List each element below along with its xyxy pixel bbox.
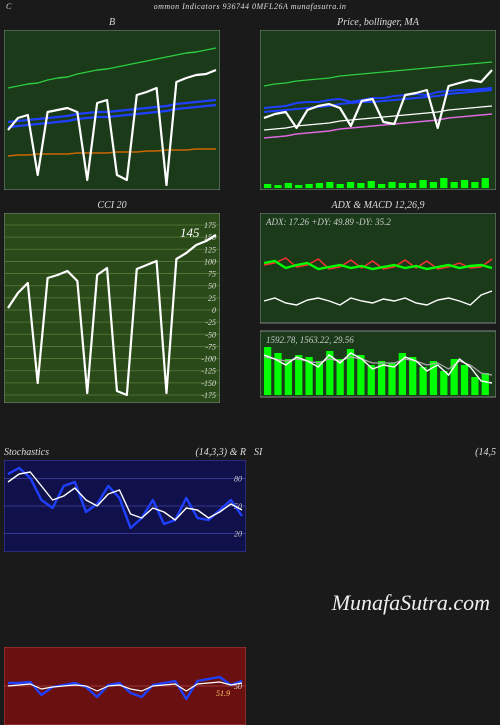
cci-chart: 1751501251007550250-25-50-75-100-125-150… bbox=[4, 213, 220, 403]
stoch-title-right: (14,3,3) & R bbox=[195, 447, 246, 458]
svg-text:-75: -75 bbox=[205, 342, 216, 351]
bollinger-chart bbox=[4, 30, 220, 190]
header-center: ommon Indicators 936744 0MFL26A munafasu… bbox=[154, 2, 347, 11]
svg-text:125: 125 bbox=[204, 245, 216, 254]
rsi-chart: 5051.9 bbox=[4, 647, 246, 725]
svg-text:-100: -100 bbox=[201, 355, 216, 364]
header-left: C bbox=[6, 2, 12, 11]
adx-macd-chart: ADX: 17.26 +DY: 49.89 -DY: 35.21592.78, … bbox=[260, 213, 496, 403]
watermark: MunafaSutra.com bbox=[332, 590, 490, 616]
svg-text:-150: -150 bbox=[201, 379, 216, 388]
rsi-title-left: SI bbox=[254, 447, 262, 458]
svg-text:0: 0 bbox=[212, 306, 216, 315]
svg-text:-25: -25 bbox=[205, 318, 216, 327]
svg-text:51.9: 51.9 bbox=[216, 689, 230, 698]
stoch-chart: 805020 bbox=[4, 460, 246, 552]
stoch-title-left: Stochastics bbox=[4, 447, 49, 458]
svg-text:145: 145 bbox=[180, 225, 200, 240]
pricema-chart bbox=[260, 30, 496, 190]
svg-text:80: 80 bbox=[234, 474, 242, 483]
svg-text:20: 20 bbox=[234, 530, 242, 539]
svg-text:-50: -50 bbox=[205, 330, 216, 339]
cci-title: CCI 20 bbox=[4, 196, 220, 213]
adx-title: ADX & MACD 12,26,9 bbox=[260, 196, 496, 213]
pricema-title: Price, bollinger, MA bbox=[260, 13, 496, 30]
svg-text:ADX: 17.26 +DY: 49.89 -DY:: ADX: 17.26 +DY: 49.89 -DY: 35.2 bbox=[265, 217, 391, 227]
svg-text:-125: -125 bbox=[201, 367, 216, 376]
svg-text:175: 175 bbox=[204, 221, 216, 230]
svg-text:50: 50 bbox=[208, 282, 216, 291]
svg-text:25: 25 bbox=[208, 294, 216, 303]
rsi-title-right: (14,5 bbox=[475, 447, 496, 458]
svg-text:1592.78, 1563.22, 29.56: 1592.78, 1563.22, 29.56 bbox=[266, 335, 354, 345]
svg-text:100: 100 bbox=[204, 257, 216, 266]
svg-text:-175: -175 bbox=[201, 391, 216, 400]
svg-text:75: 75 bbox=[208, 270, 216, 279]
bollinger-title: B bbox=[4, 13, 220, 30]
